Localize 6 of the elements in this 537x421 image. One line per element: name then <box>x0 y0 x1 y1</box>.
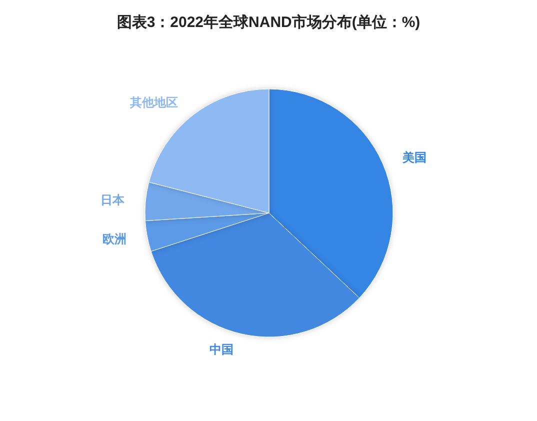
slice-label: 中国 <box>209 342 234 357</box>
slice-label: 日本 <box>100 192 126 207</box>
slice-label: 美国 <box>401 150 426 164</box>
slice-label: 其他地区 <box>129 95 178 110</box>
chart-title: 图表3：2022年全球NAND市场分布(单位：%) <box>116 13 420 31</box>
slice-label: 欧洲 <box>102 232 126 246</box>
